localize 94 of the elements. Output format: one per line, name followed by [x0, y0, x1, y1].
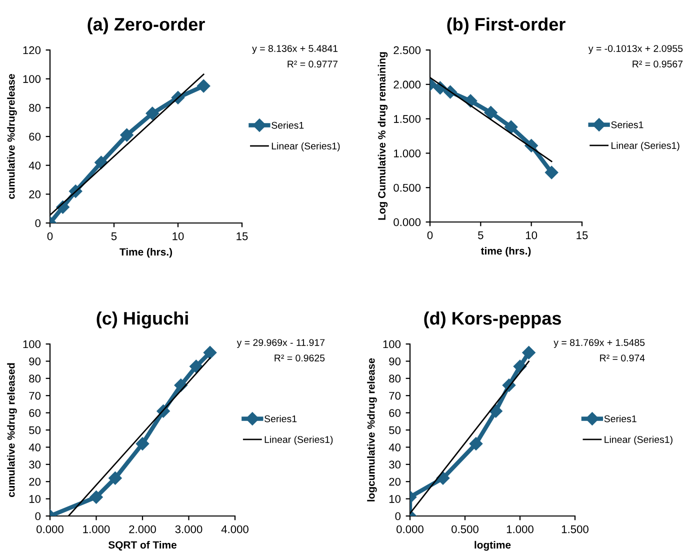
x-tick-label: 10 [526, 231, 538, 240]
x-tick-label: 0.500 [452, 525, 478, 534]
text: y = -0.1013x + 2.0955 [588, 45, 683, 54]
x-axis-title: time (hrs.) [480, 246, 531, 257]
chart-title: (b) First-order [447, 17, 566, 34]
y-tick-label: 100 [23, 75, 41, 83]
point [489, 404, 502, 418]
legend-label: Series1 [264, 415, 297, 422]
x-tick-label: 10 [172, 232, 184, 240]
point [484, 106, 498, 120]
y-tick-label: 1.000 [394, 149, 421, 158]
point [94, 156, 108, 170]
x-tick-label: 2.000 [129, 525, 156, 534]
x-axis-title: SQRT of Time [108, 540, 176, 551]
text: y = 8.136x + 5.4841 [252, 45, 338, 54]
y-tick-label: 80 [29, 104, 41, 112]
x-tick-label: 5 [478, 231, 484, 240]
text: R² = 0.9777 [288, 60, 338, 68]
text: R² = 0.974 [600, 354, 645, 362]
x-tick-label: 0 [427, 231, 433, 240]
x-tick-label: 5 [111, 232, 117, 240]
x-tick-label: 15 [576, 231, 588, 240]
point [108, 472, 122, 485]
y-tick-label: 0 [35, 219, 41, 228]
y-tick-label: 0.000 [394, 218, 421, 226]
point [90, 490, 103, 504]
point [203, 346, 217, 360]
y-tick-label: 10 [29, 495, 41, 503]
y-tick-label: 100 [383, 340, 401, 348]
point [436, 472, 450, 485]
y-tick-label: 10 [389, 495, 401, 503]
x-axis-title: logtime [474, 540, 511, 551]
x-axis-title: Time (hrs.) [120, 248, 172, 258]
y-tick-label: 60 [29, 409, 41, 417]
legend-label: Linear (Series1) [264, 436, 333, 445]
y-tick-label: 20 [389, 478, 401, 486]
y-tick-label: 20 [29, 478, 41, 486]
y-tick-label: 80 [389, 374, 401, 383]
point [120, 128, 134, 142]
legend-label: Linear (Series1) [604, 436, 672, 445]
y-tick-label: 0.500 [394, 184, 421, 192]
y-tick-label: 80 [29, 374, 41, 383]
x-tick-label: 1.000 [506, 525, 534, 534]
x-tick-label: 1.500 [562, 525, 588, 534]
y-tick-label: 30 [389, 460, 401, 469]
y-tick-label: 20 [29, 190, 41, 198]
x-tick-label: 0 [47, 232, 53, 240]
y-tick-label: 50 [29, 426, 41, 434]
y-tick-label: 120 [23, 46, 41, 54]
y-tick-label: 2.000 [394, 80, 421, 89]
y-tick-label: 40 [28, 443, 41, 452]
y-tick-label: 2.500 [394, 46, 421, 54]
point [545, 166, 558, 180]
y-tick-label: 40 [388, 443, 401, 452]
y-axis-title: Log Cumulative % drug remaining [378, 52, 388, 220]
y-tick-label: 70 [389, 392, 401, 400]
point [197, 79, 210, 93]
x-tick-label: 15 [236, 232, 248, 240]
x-tick-label: 1.000 [83, 525, 110, 534]
chart-title: (d) Kors-peppas [424, 311, 561, 328]
annotation: y = 81.769x + 1.5485 [554, 339, 645, 348]
legend-label: Series1 [272, 122, 304, 129]
legend-label: Series1 [611, 121, 644, 128]
point [146, 106, 159, 120]
legend-label: Linear (Series1) [272, 142, 340, 152]
point [136, 437, 150, 450]
y-tick-label: 60 [29, 132, 41, 141]
point [522, 346, 536, 360]
y-tick-label: 0 [35, 512, 41, 520]
text: y = 29.969x - 11.917 [236, 339, 325, 348]
y-axis-title: logcumulative %drug release [367, 358, 377, 502]
point [469, 437, 483, 450]
y-axis-title: cumulative %drug released [7, 363, 17, 498]
point [190, 360, 203, 373]
text: R² = 0.9567 [632, 60, 683, 68]
y-tick-label: 0 [395, 512, 401, 520]
y-tick-label: 70 [29, 392, 41, 400]
y-tick-label: 100 [23, 340, 41, 348]
y-tick-label: 90 [29, 357, 41, 366]
y-tick-label: 30 [29, 460, 41, 469]
text: R² = 0.9625 [274, 354, 325, 362]
chart-title: (a) Zero-order [88, 17, 205, 34]
y-tick-label: 90 [389, 357, 401, 366]
y-tick-label: 1.500 [394, 115, 421, 123]
y-tick-label: 40 [28, 162, 41, 170]
legend-label: Linear (Series1) [612, 142, 680, 151]
y-tick-label: 60 [389, 409, 401, 417]
chart-title: (c) Higuchi [96, 311, 188, 328]
legend-label: Series1 [604, 415, 636, 422]
x-tick-label: 4.000 [221, 525, 248, 534]
y-axis-title: cumulative %drugrelease [7, 74, 17, 199]
point [504, 120, 518, 134]
y-tick-label: 50 [389, 426, 401, 434]
x-tick-label: 3.000 [175, 525, 202, 534]
